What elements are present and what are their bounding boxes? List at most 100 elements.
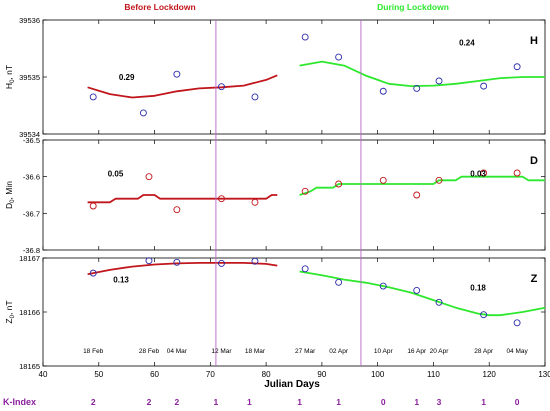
data-point [379, 282, 387, 290]
x-tick-label: 120 [483, 370, 497, 379]
k-index-value: 1 [481, 397, 486, 407]
x-tick-label: 130 [538, 370, 550, 379]
lockdown-markers [215, 20, 362, 366]
before-trend-line [87, 74, 278, 99]
data-point [413, 191, 421, 199]
data-point [435, 77, 443, 85]
date-label: 28 Apr [474, 348, 494, 355]
x-tick-label: 110 [427, 370, 440, 379]
data-point [251, 257, 259, 265]
before-lockdown-label: Before Lockdown [124, 2, 195, 12]
y-tick-label: 18167 [19, 254, 40, 263]
data-point [251, 93, 259, 101]
k-index-values: 2 2 2 1 1 1 1 0 1 3 1 0 [91, 397, 520, 407]
x-tick-label: 70 [206, 370, 215, 379]
y-tick-label: 18165 [19, 362, 40, 371]
date-label: 16 Apr [407, 348, 427, 355]
y-tick-label: -36.8 [23, 246, 40, 255]
data-point [218, 259, 225, 267]
data-point [435, 176, 443, 184]
k-index-value: 0 [381, 397, 386, 407]
data-point [145, 173, 153, 181]
before-trend-line [87, 262, 278, 276]
during-correlation: 0.03 [470, 170, 486, 179]
data-point [480, 82, 488, 90]
date-label: 10 Apr [374, 348, 394, 355]
y-tick-label: -36.7 [23, 209, 40, 218]
date-label: 04 May [506, 348, 528, 355]
panel-symbol: H [530, 35, 538, 47]
k-index-value: 0 [515, 397, 520, 407]
date-label: 27 Mar [295, 348, 316, 355]
data-point [335, 180, 343, 188]
k-index-value: 3 [437, 397, 442, 407]
plot-frame [42, 139, 546, 251]
data-point [145, 257, 153, 265]
panel-symbol: Z [531, 273, 538, 285]
x-axis: 40 50 60 70 80 90 100 110 120 130 [39, 370, 550, 379]
data-point [379, 87, 387, 95]
data-point [218, 195, 225, 203]
data-point [513, 169, 521, 177]
data-point [480, 311, 488, 319]
y-axis-label: Z0, nT [4, 300, 16, 323]
data-point [139, 109, 147, 117]
y-tick-label: -36.6 [23, 173, 40, 182]
during-correlation: 0.18 [470, 283, 486, 292]
data-point [335, 53, 343, 61]
during-lockdown-label: During Lockdown [377, 2, 449, 12]
data-point [413, 84, 421, 92]
k-index-value: 1 [247, 397, 252, 407]
x-tick-label: 100 [371, 370, 385, 379]
y-axis-label: H0, nT [4, 65, 16, 89]
k-index-label: K-Index [3, 397, 36, 407]
during-correlation: 0.24 [459, 39, 475, 48]
panel-symbol: D [530, 155, 538, 167]
data-point [513, 63, 521, 71]
k-index-value: 1 [336, 397, 341, 407]
before-correlation: 0.13 [113, 275, 129, 284]
data-point [413, 286, 421, 294]
data-point [480, 169, 488, 177]
plot-frame [42, 19, 546, 135]
k-index-value: 1 [414, 397, 419, 407]
x-tick-label: 90 [317, 370, 326, 379]
y-tick-label: -36.5 [23, 136, 40, 145]
date-labels: 18 Feb 28 Feb 04 Mar 12 Mar 18 Mar 27 Mar 02 A… [83, 348, 528, 355]
x-axis-label: Julian Days [264, 379, 320, 390]
x-tick-label: 80 [262, 370, 271, 379]
date-label: 18 Feb [83, 348, 104, 355]
y-tick-label: 39534 [19, 130, 40, 139]
x-tick-label: 50 [94, 370, 103, 379]
data-point [173, 206, 181, 214]
k-index-value: 2 [174, 397, 179, 407]
before-trend-line [87, 194, 278, 204]
data-point [173, 70, 181, 78]
date-label: 20 Apr [430, 348, 450, 355]
y-tick-label: 39536 [19, 16, 40, 25]
x-tick-label: 40 [39, 370, 48, 379]
data-point [301, 33, 309, 41]
data-point [335, 278, 343, 286]
plot-frame [42, 257, 546, 367]
y-axis-label: D0, Min [4, 181, 16, 209]
y-tick-label: 18166 [19, 308, 40, 317]
panel-z: 18165 18166 18167 Z0, nT Z 0.13 0.18 [4, 254, 546, 371]
x-tick-label: 60 [150, 370, 159, 379]
data-point [89, 202, 97, 210]
y-tick-label: 39535 [19, 73, 40, 82]
date-label: 02 Apr [329, 348, 349, 355]
k-index-value: 2 [147, 397, 152, 407]
during-trend-line [299, 60, 545, 87]
k-index-value: 1 [214, 397, 219, 407]
k-index-value: 1 [297, 397, 302, 407]
panel-h: 39534 39535 39536 H0, nT H 0.29 0.24 [4, 16, 546, 139]
during-trend-line [299, 270, 546, 317]
data-point [435, 298, 443, 306]
panel-d: -36.8 -36.7 -36.6 -36.5 D0, Min D 0.05 0.03 [4, 136, 546, 255]
k-index-value: 2 [91, 397, 96, 407]
data-point [173, 258, 181, 266]
data-point [89, 93, 97, 101]
data-point [379, 176, 387, 184]
